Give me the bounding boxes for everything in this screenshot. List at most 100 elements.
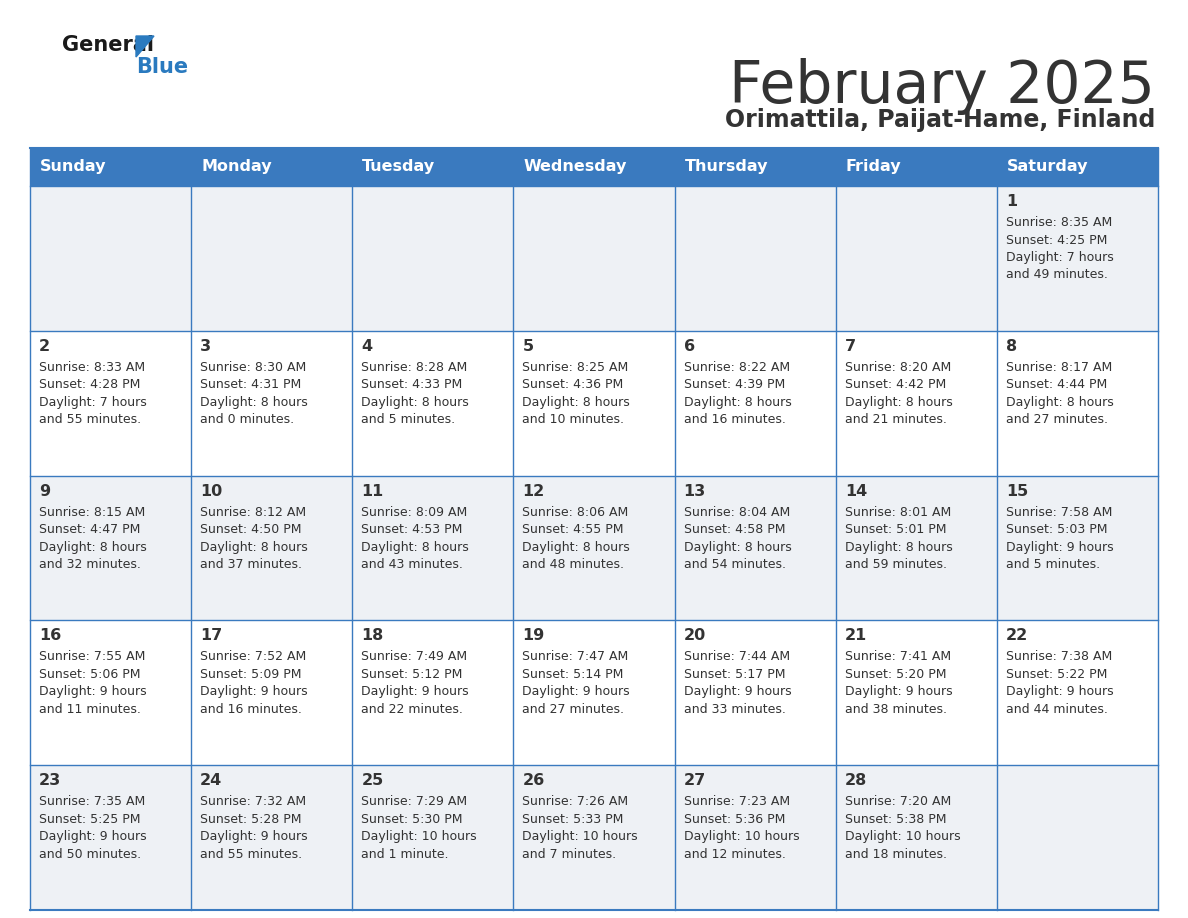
Text: and 22 minutes.: and 22 minutes. [361, 703, 463, 716]
Text: Sunset: 4:25 PM: Sunset: 4:25 PM [1006, 233, 1107, 247]
Bar [191, 148, 353, 186]
Text: 21: 21 [845, 629, 867, 644]
Text: Sunset: 4:36 PM: Sunset: 4:36 PM [523, 378, 624, 391]
Text: Sunset: 4:42 PM: Sunset: 4:42 PM [845, 378, 946, 391]
Text: Daylight: 8 hours: Daylight: 8 hours [1006, 396, 1113, 409]
Text: 26: 26 [523, 773, 544, 789]
Text: 12: 12 [523, 484, 544, 498]
Text: Daylight: 9 hours: Daylight: 9 hours [1006, 541, 1113, 554]
Text: Sunrise: 7:23 AM: Sunrise: 7:23 AM [683, 795, 790, 808]
Text: Sunrise: 8:12 AM: Sunrise: 8:12 AM [200, 506, 307, 519]
Text: Sunrise: 7:47 AM: Sunrise: 7:47 AM [523, 650, 628, 664]
Text: Sunset: 5:09 PM: Sunset: 5:09 PM [200, 668, 302, 681]
Text: and 43 minutes.: and 43 minutes. [361, 558, 463, 571]
Text: 11: 11 [361, 484, 384, 498]
Text: Sunset: 5:30 PM: Sunset: 5:30 PM [361, 812, 463, 825]
Bar [835, 766, 997, 910]
Text: Sunrise: 7:44 AM: Sunrise: 7:44 AM [683, 650, 790, 664]
Text: Sunrise: 8:15 AM: Sunrise: 8:15 AM [39, 506, 145, 519]
Text: Sunset: 5:28 PM: Sunset: 5:28 PM [200, 812, 302, 825]
Text: Orimattila, Paijat-Hame, Finland: Orimattila, Paijat-Hame, Finland [725, 108, 1155, 132]
Text: 19: 19 [523, 629, 544, 644]
Bar [353, 766, 513, 910]
Text: and 27 minutes.: and 27 minutes. [523, 703, 625, 716]
Bar [353, 330, 513, 476]
Bar [191, 330, 353, 476]
Text: Daylight: 9 hours: Daylight: 9 hours [39, 686, 146, 699]
Text: Sunrise: 8:35 AM: Sunrise: 8:35 AM [1006, 216, 1112, 229]
Text: Sunset: 5:03 PM: Sunset: 5:03 PM [1006, 523, 1107, 536]
Text: General: General [62, 35, 154, 55]
Text: Sunrise: 8:01 AM: Sunrise: 8:01 AM [845, 506, 950, 519]
Text: 13: 13 [683, 484, 706, 498]
Text: Sunset: 4:31 PM: Sunset: 4:31 PM [200, 378, 302, 391]
Bar [997, 330, 1158, 476]
Text: Sunset: 4:50 PM: Sunset: 4:50 PM [200, 523, 302, 536]
Text: Sunrise: 8:20 AM: Sunrise: 8:20 AM [845, 361, 950, 374]
Bar [997, 766, 1158, 910]
Text: 22: 22 [1006, 629, 1028, 644]
Text: Sunrise: 8:22 AM: Sunrise: 8:22 AM [683, 361, 790, 374]
Text: and 10 minutes.: and 10 minutes. [523, 413, 625, 426]
Text: Sunrise: 7:38 AM: Sunrise: 7:38 AM [1006, 650, 1112, 664]
Text: Daylight: 8 hours: Daylight: 8 hours [523, 396, 630, 409]
Text: Sunrise: 8:28 AM: Sunrise: 8:28 AM [361, 361, 468, 374]
Bar [353, 148, 513, 186]
Text: Sunrise: 8:33 AM: Sunrise: 8:33 AM [39, 361, 145, 374]
Text: Daylight: 8 hours: Daylight: 8 hours [361, 396, 469, 409]
Bar [997, 476, 1158, 621]
Text: Daylight: 9 hours: Daylight: 9 hours [1006, 686, 1113, 699]
Text: and 11 minutes.: and 11 minutes. [39, 703, 141, 716]
Text: and 16 minutes.: and 16 minutes. [683, 413, 785, 426]
Text: Daylight: 8 hours: Daylight: 8 hours [845, 541, 953, 554]
Text: Daylight: 7 hours: Daylight: 7 hours [39, 396, 147, 409]
Text: Wednesday: Wednesday [524, 160, 627, 174]
Text: Daylight: 9 hours: Daylight: 9 hours [845, 686, 953, 699]
Text: Daylight: 8 hours: Daylight: 8 hours [523, 541, 630, 554]
Text: Daylight: 8 hours: Daylight: 8 hours [845, 396, 953, 409]
Bar [835, 330, 997, 476]
Bar [997, 621, 1158, 766]
Text: 14: 14 [845, 484, 867, 498]
Text: 15: 15 [1006, 484, 1028, 498]
Text: Sunday: Sunday [40, 160, 107, 174]
Text: Sunset: 4:44 PM: Sunset: 4:44 PM [1006, 378, 1107, 391]
Text: Thursday: Thursday [684, 160, 769, 174]
Bar [191, 766, 353, 910]
Bar [675, 330, 835, 476]
Bar [997, 148, 1158, 186]
Text: Daylight: 9 hours: Daylight: 9 hours [523, 686, 630, 699]
Text: Sunrise: 7:35 AM: Sunrise: 7:35 AM [39, 795, 145, 808]
Text: Daylight: 8 hours: Daylight: 8 hours [39, 541, 147, 554]
Text: and 33 minutes.: and 33 minutes. [683, 703, 785, 716]
Text: Daylight: 8 hours: Daylight: 8 hours [200, 396, 308, 409]
Text: Daylight: 7 hours: Daylight: 7 hours [1006, 251, 1113, 264]
Text: and 5 minutes.: and 5 minutes. [361, 413, 455, 426]
Bar [835, 148, 997, 186]
Text: Daylight: 9 hours: Daylight: 9 hours [200, 830, 308, 844]
Text: Daylight: 8 hours: Daylight: 8 hours [200, 541, 308, 554]
Text: and 32 minutes.: and 32 minutes. [39, 558, 141, 571]
Bar [675, 476, 835, 621]
Text: Sunset: 5:22 PM: Sunset: 5:22 PM [1006, 668, 1107, 681]
Text: Sunrise: 8:25 AM: Sunrise: 8:25 AM [523, 361, 628, 374]
Text: Sunset: 5:25 PM: Sunset: 5:25 PM [39, 812, 140, 825]
Text: and 18 minutes.: and 18 minutes. [845, 847, 947, 861]
Bar [835, 186, 997, 330]
Text: Sunset: 5:01 PM: Sunset: 5:01 PM [845, 523, 946, 536]
Text: Daylight: 8 hours: Daylight: 8 hours [683, 541, 791, 554]
Text: and 50 minutes.: and 50 minutes. [39, 847, 141, 861]
Text: Sunset: 5:38 PM: Sunset: 5:38 PM [845, 812, 946, 825]
Bar [513, 186, 675, 330]
Text: 9: 9 [39, 484, 50, 498]
Text: and 1 minute.: and 1 minute. [361, 847, 449, 861]
Text: Sunset: 4:39 PM: Sunset: 4:39 PM [683, 378, 785, 391]
Bar [191, 621, 353, 766]
Text: Daylight: 9 hours: Daylight: 9 hours [39, 830, 146, 844]
Text: 25: 25 [361, 773, 384, 789]
Bar [353, 476, 513, 621]
Text: Daylight: 9 hours: Daylight: 9 hours [200, 686, 308, 699]
Text: Daylight: 8 hours: Daylight: 8 hours [683, 396, 791, 409]
Text: and 5 minutes.: and 5 minutes. [1006, 558, 1100, 571]
Text: and 59 minutes.: and 59 minutes. [845, 558, 947, 571]
